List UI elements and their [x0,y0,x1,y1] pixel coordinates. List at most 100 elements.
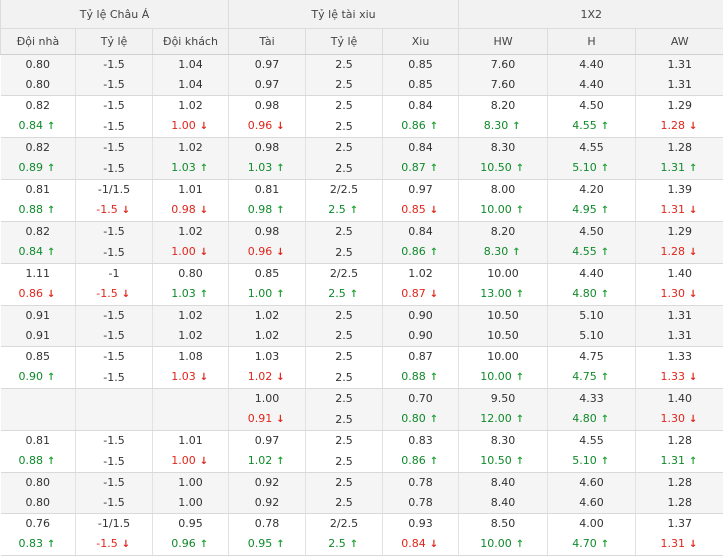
cell-over: 0.95 [229,534,306,556]
value-away: 1.04 [178,78,203,91]
value-hw: 8.20 [491,225,516,238]
cell-away: 1.02 [153,96,229,117]
cell-h: 4.40 [548,264,636,285]
cell-ou_line: 2.5 [306,55,383,76]
cell-hw: 8.40 [459,473,548,494]
value-hcp: -1.5 [103,162,124,175]
cell-home: 0.81 [1,431,76,452]
arrow-down-icon [689,285,699,305]
arrow-up-icon [430,452,440,472]
cell-away: 1.03 [153,367,229,389]
cell-hw: 8.30 [459,116,548,138]
table-row: 0.84-1.51.000.962.50.868.304.551.28 [1,242,723,264]
arrow-down-icon [122,535,132,555]
cell-away: 1.00 [153,493,229,514]
cell-ou_line: 2.5 [306,431,383,452]
value-h: 4.40 [579,58,604,71]
cell-ou_line: 2.5 [306,96,383,117]
cell-aw: 1.28 [636,242,723,264]
cell-away: 1.02 [153,326,229,347]
value-home: 0.89 [19,161,44,174]
value-under: 0.88 [401,370,426,383]
cell-hw: 10.00 [459,200,548,222]
cell-hcp: -1.5 [76,431,153,452]
cell-over: 1.03 [229,347,306,368]
arrow-up-icon [47,535,57,555]
value-aw: 1.33 [661,370,686,383]
cell-h: 4.40 [548,55,636,76]
arrow-up-icon [601,285,611,305]
value-away: 1.03 [171,370,196,383]
arrow-up-icon [276,201,286,221]
value-hw: 10.50 [487,309,519,322]
cell-over: 1.02 [229,451,306,473]
cell-ou_line: 2/2.5 [306,514,383,535]
value-ou_line: 2/2.5 [330,183,358,196]
cell-hcp: -1.5 [76,534,153,556]
value-under: 0.83 [408,434,433,447]
cell-away: 1.02 [153,138,229,159]
value-h: 4.50 [579,225,604,238]
cell-home: 0.81 [1,180,76,201]
cell-home: 0.90 [1,367,76,389]
value-hw: 8.30 [484,245,509,258]
cell-over: 0.96 [229,242,306,264]
cell-home: 0.85 [1,347,76,368]
cell-ou_line: 2.5 [306,367,383,389]
value-home: 0.80 [26,496,51,509]
arrow-down-icon [689,201,699,221]
cell-h: 5.10 [548,451,636,473]
table-row: 0.86-1.51.031.002.50.8713.004.801.30 [1,284,723,306]
cell-aw: 1.30 [636,409,723,431]
cell-away: 1.02 [153,222,229,243]
value-aw: 1.31 [668,309,693,322]
value-aw: 1.28 [668,434,693,447]
value-home: 0.76 [26,517,51,530]
arrow-up-icon [601,201,611,221]
cell-home: 0.88 [1,200,76,222]
cell-hw: 7.60 [459,75,548,96]
value-h: 5.10 [572,161,597,174]
value-away: 1.00 [171,245,196,258]
value-h: 4.95 [572,203,597,216]
arrow-down-icon [200,368,210,388]
value-aw: 1.39 [668,183,693,196]
value-hw: 10.00 [487,350,519,363]
value-ou_line: 2.5 [335,496,353,509]
value-hcp: -1.5 [103,350,124,363]
cell-hw: 8.40 [459,493,548,514]
arrow-up-icon [601,535,611,555]
value-away: 1.00 [171,454,196,467]
value-over: 0.97 [255,58,280,71]
cell-away: 0.80 [153,264,229,285]
value-under: 0.80 [401,412,426,425]
cell-hcp: -1.5 [76,158,153,180]
cell-over: 0.98 [229,222,306,243]
cell-under: 0.85 [383,75,459,96]
arrow-down-icon [276,368,286,388]
value-over: 1.00 [248,287,273,300]
cell-under: 0.86 [383,451,459,473]
cell-hw: 12.00 [459,409,548,431]
group-header-row: Tỷ lệ Châu Á Tỷ lệ tài xiu 1X2 [1,0,723,29]
arrow-down-icon [430,535,440,555]
cell-h: 4.80 [548,409,636,431]
value-h: 4.40 [579,267,604,280]
cell-home [1,389,76,410]
cell-over: 0.78 [229,514,306,535]
value-away: 1.03 [171,161,196,174]
col-header-over: Tài [229,29,306,55]
value-under: 0.87 [401,287,426,300]
value-home: 0.80 [26,476,51,489]
cell-away: 1.00 [153,451,229,473]
arrow-up-icon [350,535,360,555]
col-header-ou-line: Tỷ lệ [306,29,383,55]
value-h: 4.33 [579,392,604,405]
cell-ou_line: 2/2.5 [306,180,383,201]
arrow-up-icon [516,535,526,555]
